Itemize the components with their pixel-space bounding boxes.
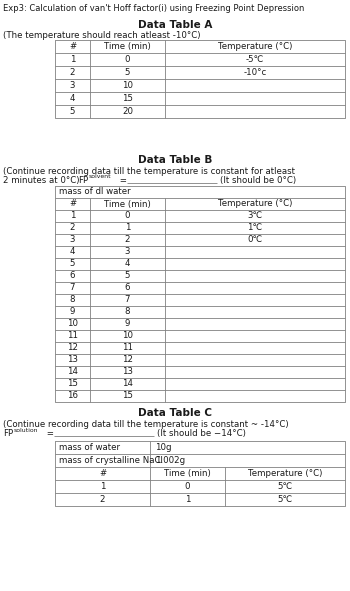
Text: Time (min): Time (min) — [164, 469, 211, 478]
Text: Data Table B: Data Table B — [138, 155, 212, 165]
Text: =: = — [44, 429, 54, 438]
Text: mass of crystalline NaCl: mass of crystalline NaCl — [59, 456, 163, 465]
Text: 1.002g: 1.002g — [155, 456, 185, 465]
Text: 14: 14 — [122, 379, 133, 388]
Text: 10: 10 — [122, 332, 133, 340]
Text: 0℃: 0℃ — [247, 235, 262, 245]
Text: 5: 5 — [125, 271, 130, 281]
Text: 14: 14 — [67, 368, 78, 376]
Text: Temperature (°C): Temperature (°C) — [248, 469, 322, 478]
Text: #: # — [99, 469, 106, 478]
Text: Exp3: Calculation of van't Hoff factor(i) using Freezing Point Depression: Exp3: Calculation of van't Hoff factor(i… — [3, 4, 304, 13]
Text: 11: 11 — [122, 343, 133, 352]
Text: Time (min): Time (min) — [104, 42, 151, 51]
Text: 10g: 10g — [155, 443, 172, 452]
Text: solution: solution — [14, 427, 38, 433]
Text: mass of water: mass of water — [59, 443, 120, 452]
Text: 20: 20 — [122, 107, 133, 116]
Text: solvent: solvent — [89, 174, 112, 180]
Text: (Continue recording data till the temperature is constant ~ -14°C): (Continue recording data till the temper… — [3, 420, 289, 429]
Text: -5℃: -5℃ — [246, 55, 264, 64]
Text: 9: 9 — [125, 320, 130, 329]
Text: 3℃: 3℃ — [247, 212, 262, 220]
Text: #: # — [69, 42, 76, 51]
Text: 3: 3 — [125, 248, 130, 256]
Text: -10°c: -10°c — [243, 68, 267, 77]
Text: 3: 3 — [70, 81, 75, 90]
Text: FP: FP — [78, 176, 88, 185]
Text: 5℃: 5℃ — [278, 482, 293, 491]
Text: 7: 7 — [125, 296, 130, 304]
Text: 15: 15 — [122, 391, 133, 401]
Text: 1: 1 — [100, 482, 105, 491]
Text: 3: 3 — [70, 235, 75, 245]
Text: Data Table A: Data Table A — [138, 20, 212, 30]
Text: 5: 5 — [125, 68, 130, 77]
Text: 1: 1 — [70, 212, 75, 220]
Text: 0: 0 — [125, 212, 130, 220]
Text: =: = — [117, 176, 127, 185]
Text: 5℃: 5℃ — [278, 495, 293, 504]
Text: 9: 9 — [70, 307, 75, 317]
Text: 0: 0 — [125, 55, 130, 64]
Text: 6: 6 — [125, 284, 130, 293]
Text: 4: 4 — [70, 94, 75, 103]
Text: 13: 13 — [67, 356, 78, 365]
Text: 13: 13 — [122, 368, 133, 376]
Text: 0: 0 — [185, 482, 190, 491]
Text: 8: 8 — [125, 307, 130, 317]
Text: 2: 2 — [100, 495, 105, 504]
Text: #: # — [69, 200, 76, 209]
Text: 4: 4 — [125, 259, 130, 268]
Text: 16: 16 — [67, 391, 78, 401]
Text: 5: 5 — [70, 107, 75, 116]
Text: Time (min): Time (min) — [104, 200, 151, 209]
Text: 12: 12 — [122, 356, 133, 365]
Text: (The temperature should reach atleast -10°C): (The temperature should reach atleast -1… — [3, 31, 201, 40]
Text: (It should be 0°C): (It should be 0°C) — [220, 176, 296, 185]
Text: 1℃: 1℃ — [247, 223, 262, 232]
Text: Data Table C: Data Table C — [138, 408, 212, 418]
Text: 2: 2 — [125, 235, 130, 245]
Text: 10: 10 — [67, 320, 78, 329]
Text: 2: 2 — [70, 68, 75, 77]
Text: 2 minutes at 0°C): 2 minutes at 0°C) — [3, 176, 79, 185]
Text: 10: 10 — [122, 81, 133, 90]
Text: (It should be −14°C): (It should be −14°C) — [157, 429, 246, 438]
Text: 15: 15 — [67, 379, 78, 388]
Text: 7: 7 — [70, 284, 75, 293]
Text: 5: 5 — [70, 259, 75, 268]
Text: 1: 1 — [125, 223, 130, 232]
Text: 1: 1 — [70, 55, 75, 64]
Text: 4: 4 — [70, 248, 75, 256]
Text: 8: 8 — [70, 296, 75, 304]
Text: 2: 2 — [70, 223, 75, 232]
Text: mass of dl water: mass of dl water — [59, 187, 131, 196]
Text: 12: 12 — [67, 343, 78, 352]
Text: 15: 15 — [122, 94, 133, 103]
Text: FP: FP — [3, 429, 13, 438]
Text: Temperature (°C): Temperature (°C) — [218, 42, 292, 51]
Text: Temperature (°C): Temperature (°C) — [218, 200, 292, 209]
Text: 1: 1 — [185, 495, 190, 504]
Text: 11: 11 — [67, 332, 78, 340]
Text: 6: 6 — [70, 271, 75, 281]
Text: (Continue recording data till the temperature is constant for atleast: (Continue recording data till the temper… — [3, 167, 295, 176]
